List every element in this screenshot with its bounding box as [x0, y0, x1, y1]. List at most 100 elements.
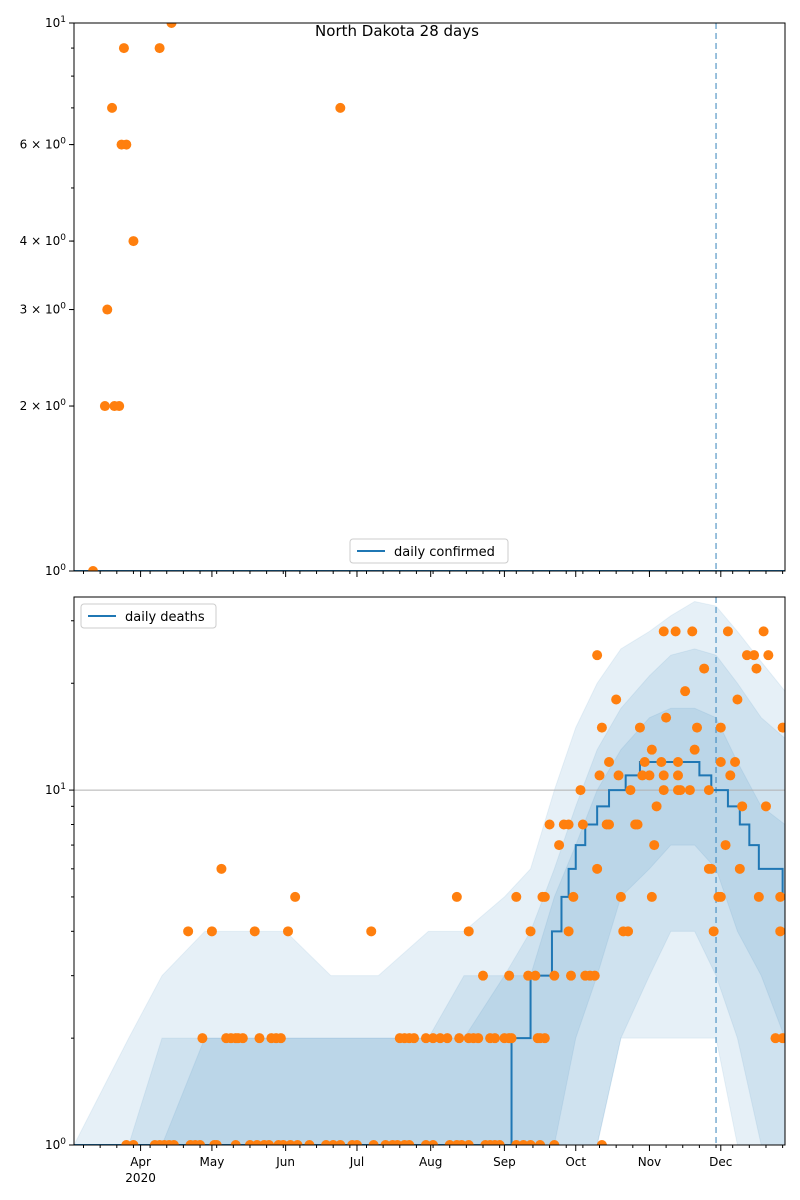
observed-point	[428, 1033, 439, 1044]
observed-point	[577, 819, 588, 830]
y-tick-label: 101	[45, 15, 66, 30]
observed-point	[195, 1140, 206, 1145]
x-tick-label: Aug	[419, 1155, 442, 1169]
observed-point	[596, 1140, 607, 1145]
observed-point	[489, 1033, 500, 1044]
observed-point	[644, 770, 655, 781]
observed-point	[254, 1033, 265, 1044]
observed-point	[428, 1140, 439, 1145]
observed-point	[706, 863, 717, 874]
observed-point	[351, 1140, 362, 1145]
observed-point	[708, 926, 719, 937]
observed-point	[368, 1140, 379, 1145]
observed-point	[549, 1140, 560, 1145]
observed-point	[575, 785, 586, 796]
observed-point	[506, 1033, 517, 1044]
observed-point	[283, 926, 294, 937]
y-tick-label: 100	[45, 563, 66, 578]
observed-point	[715, 756, 726, 767]
observed-point	[715, 891, 726, 902]
y-tick-base: 4 × 10	[20, 234, 61, 248]
observed-point	[494, 1140, 505, 1145]
observed-point	[404, 1140, 415, 1145]
chart-title: North Dakota 28 days	[315, 22, 479, 40]
observed-point	[684, 785, 695, 796]
observed-point	[409, 1033, 420, 1044]
y-tick-label: 4 × 100	[20, 233, 67, 248]
observed-point	[504, 970, 515, 981]
observed-point	[206, 926, 217, 937]
y-tick-exponent: 0	[60, 137, 66, 147]
axes-frame	[73, 22, 786, 572]
observed-point	[463, 1140, 474, 1145]
x-tick-label: Oct	[565, 1155, 586, 1169]
observed-point	[304, 1140, 315, 1145]
y-tick-label: 101	[45, 782, 66, 797]
observed-point	[114, 401, 125, 412]
legend-label: daily confirmed	[394, 545, 495, 560]
observed-point	[275, 1033, 286, 1044]
legend-label: daily deaths	[125, 610, 205, 625]
observed-point	[592, 650, 603, 661]
plot-area	[74, 23, 785, 571]
legend: daily confirmed	[349, 538, 509, 564]
observed-point	[741, 650, 752, 661]
observed-point	[473, 1033, 484, 1044]
observed-point	[758, 626, 769, 637]
observed-point	[749, 650, 760, 661]
observed-point	[656, 756, 667, 767]
observed-point	[451, 891, 462, 902]
observed-point	[661, 712, 672, 723]
observed-point	[128, 1140, 139, 1145]
observed-point	[128, 236, 139, 247]
observed-point	[777, 722, 785, 733]
observed-point	[775, 926, 785, 937]
observed-point	[107, 102, 118, 113]
x-tick-year: 2020	[125, 1171, 156, 1185]
observed-point	[646, 744, 657, 755]
observed-point	[102, 304, 113, 315]
observed-point	[715, 722, 726, 733]
observed-point	[211, 1140, 222, 1145]
observed-point	[689, 744, 700, 755]
observed-point	[670, 626, 681, 637]
observed-point	[760, 801, 771, 812]
y-tick-base: 3 × 10	[20, 303, 61, 317]
observed-point	[563, 819, 574, 830]
y-tick-exponent: 0	[60, 302, 66, 312]
observed-point	[596, 722, 607, 733]
observed-point	[530, 970, 541, 981]
observed-point	[687, 626, 698, 637]
observed-point	[565, 970, 576, 981]
legend-box	[80, 603, 217, 629]
observed-point	[658, 770, 669, 781]
observed-point	[703, 785, 714, 796]
observed-point	[692, 722, 703, 733]
y-tick-label: 100	[45, 1137, 66, 1152]
observed-point	[230, 1140, 241, 1145]
observed-point	[539, 1033, 550, 1044]
observed-point	[651, 801, 662, 812]
x-tick-label: May	[200, 1155, 225, 1169]
observed-point	[675, 785, 686, 796]
observed-point	[613, 770, 624, 781]
observed-point	[725, 770, 736, 781]
observed-point	[777, 1033, 785, 1044]
observed-point	[523, 970, 534, 981]
observed-point	[454, 1033, 465, 1044]
observed-point	[88, 566, 99, 571]
y-tick-base: 10	[45, 564, 60, 578]
observed-point	[525, 1140, 536, 1145]
observed-point	[625, 785, 636, 796]
observed-point	[290, 891, 301, 902]
observed-point	[539, 891, 550, 902]
observed-point	[699, 663, 710, 674]
observed-point	[263, 1140, 274, 1145]
observed-point	[568, 891, 579, 902]
y-tick-base: 10	[45, 16, 60, 30]
observed-point	[197, 1033, 208, 1044]
observed-point	[672, 756, 683, 767]
observed-point	[511, 891, 522, 902]
